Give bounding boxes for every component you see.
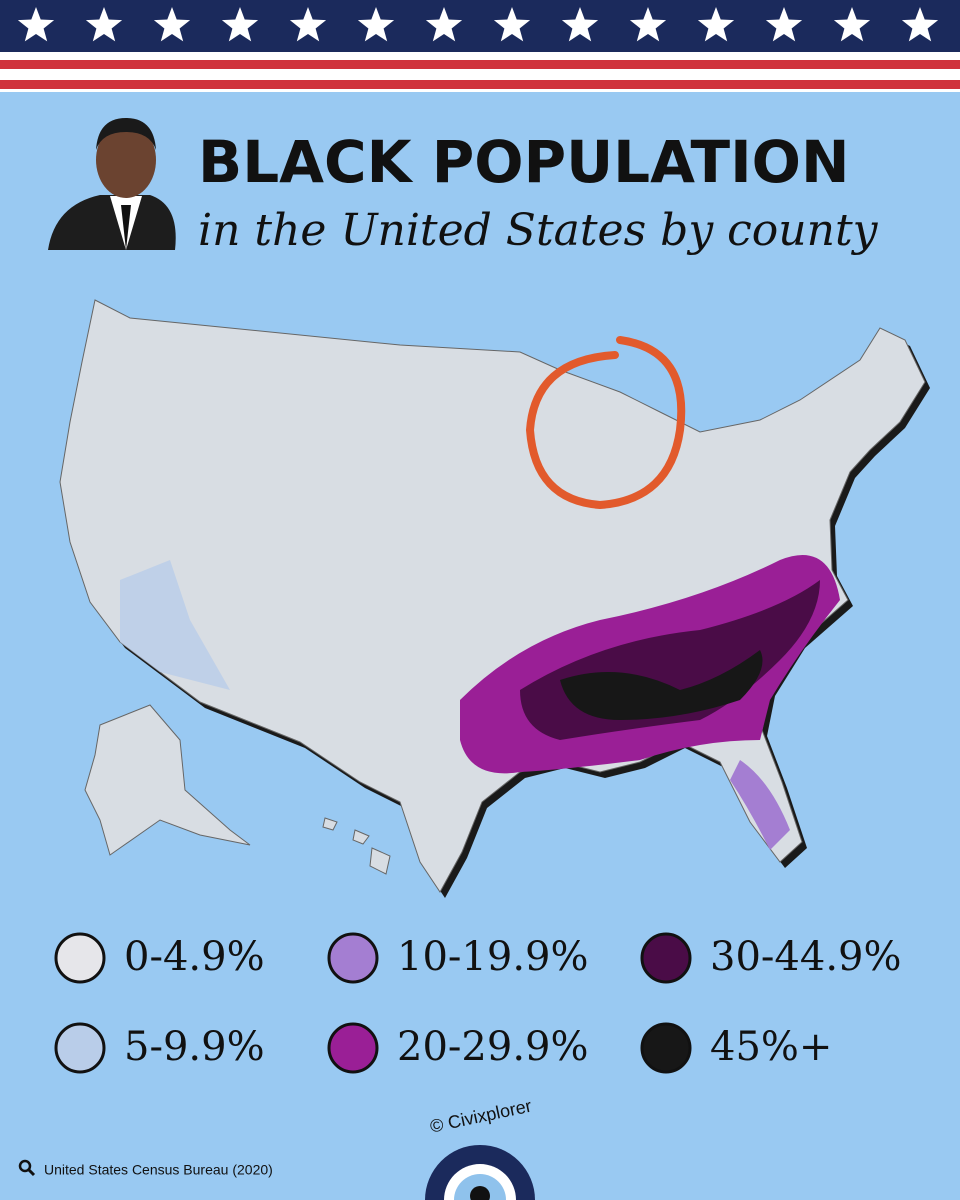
search-icon xyxy=(18,1159,36,1177)
star xyxy=(289,7,327,42)
legend-label: 0-4.9% xyxy=(124,934,265,980)
title: BLACK POPULATION xyxy=(198,128,850,196)
stripe xyxy=(0,60,960,69)
legend-swatch xyxy=(327,932,379,984)
star xyxy=(153,7,191,42)
portrait xyxy=(48,118,176,250)
legend: 0-4.9% 5-9.9% 10-19.9% 20-29.9% 30-44.9% 45%+ xyxy=(54,932,901,1074)
logo xyxy=(425,1145,535,1200)
legend-swatch xyxy=(640,932,692,984)
star xyxy=(221,7,259,42)
star xyxy=(85,7,123,42)
legend-swatch xyxy=(640,1022,692,1074)
legend-label: 10-19.9% xyxy=(397,934,588,980)
legend-swatch xyxy=(54,932,106,984)
star xyxy=(493,7,531,42)
legend-label: 45%+ xyxy=(710,1024,832,1070)
star xyxy=(561,7,599,42)
credit: © Civixplorer xyxy=(428,1096,533,1137)
star xyxy=(425,7,463,42)
subtitle: in the United States by county xyxy=(198,205,879,256)
source: United States Census Bureau (2020) xyxy=(44,1162,273,1178)
star xyxy=(357,7,395,42)
stripe xyxy=(0,80,960,89)
stars xyxy=(17,7,939,42)
legend-label: 5-9.9% xyxy=(124,1024,265,1070)
map xyxy=(59,299,930,898)
star xyxy=(765,7,803,42)
legend-label: 20-29.9% xyxy=(397,1024,588,1070)
star xyxy=(697,7,735,42)
star xyxy=(629,7,667,42)
banner xyxy=(0,0,960,52)
legend-swatch xyxy=(54,1022,106,1074)
star xyxy=(901,7,939,42)
star xyxy=(17,7,55,42)
legend-swatch xyxy=(327,1022,379,1074)
legend-label: 30-44.9% xyxy=(710,934,901,980)
star xyxy=(833,7,871,42)
